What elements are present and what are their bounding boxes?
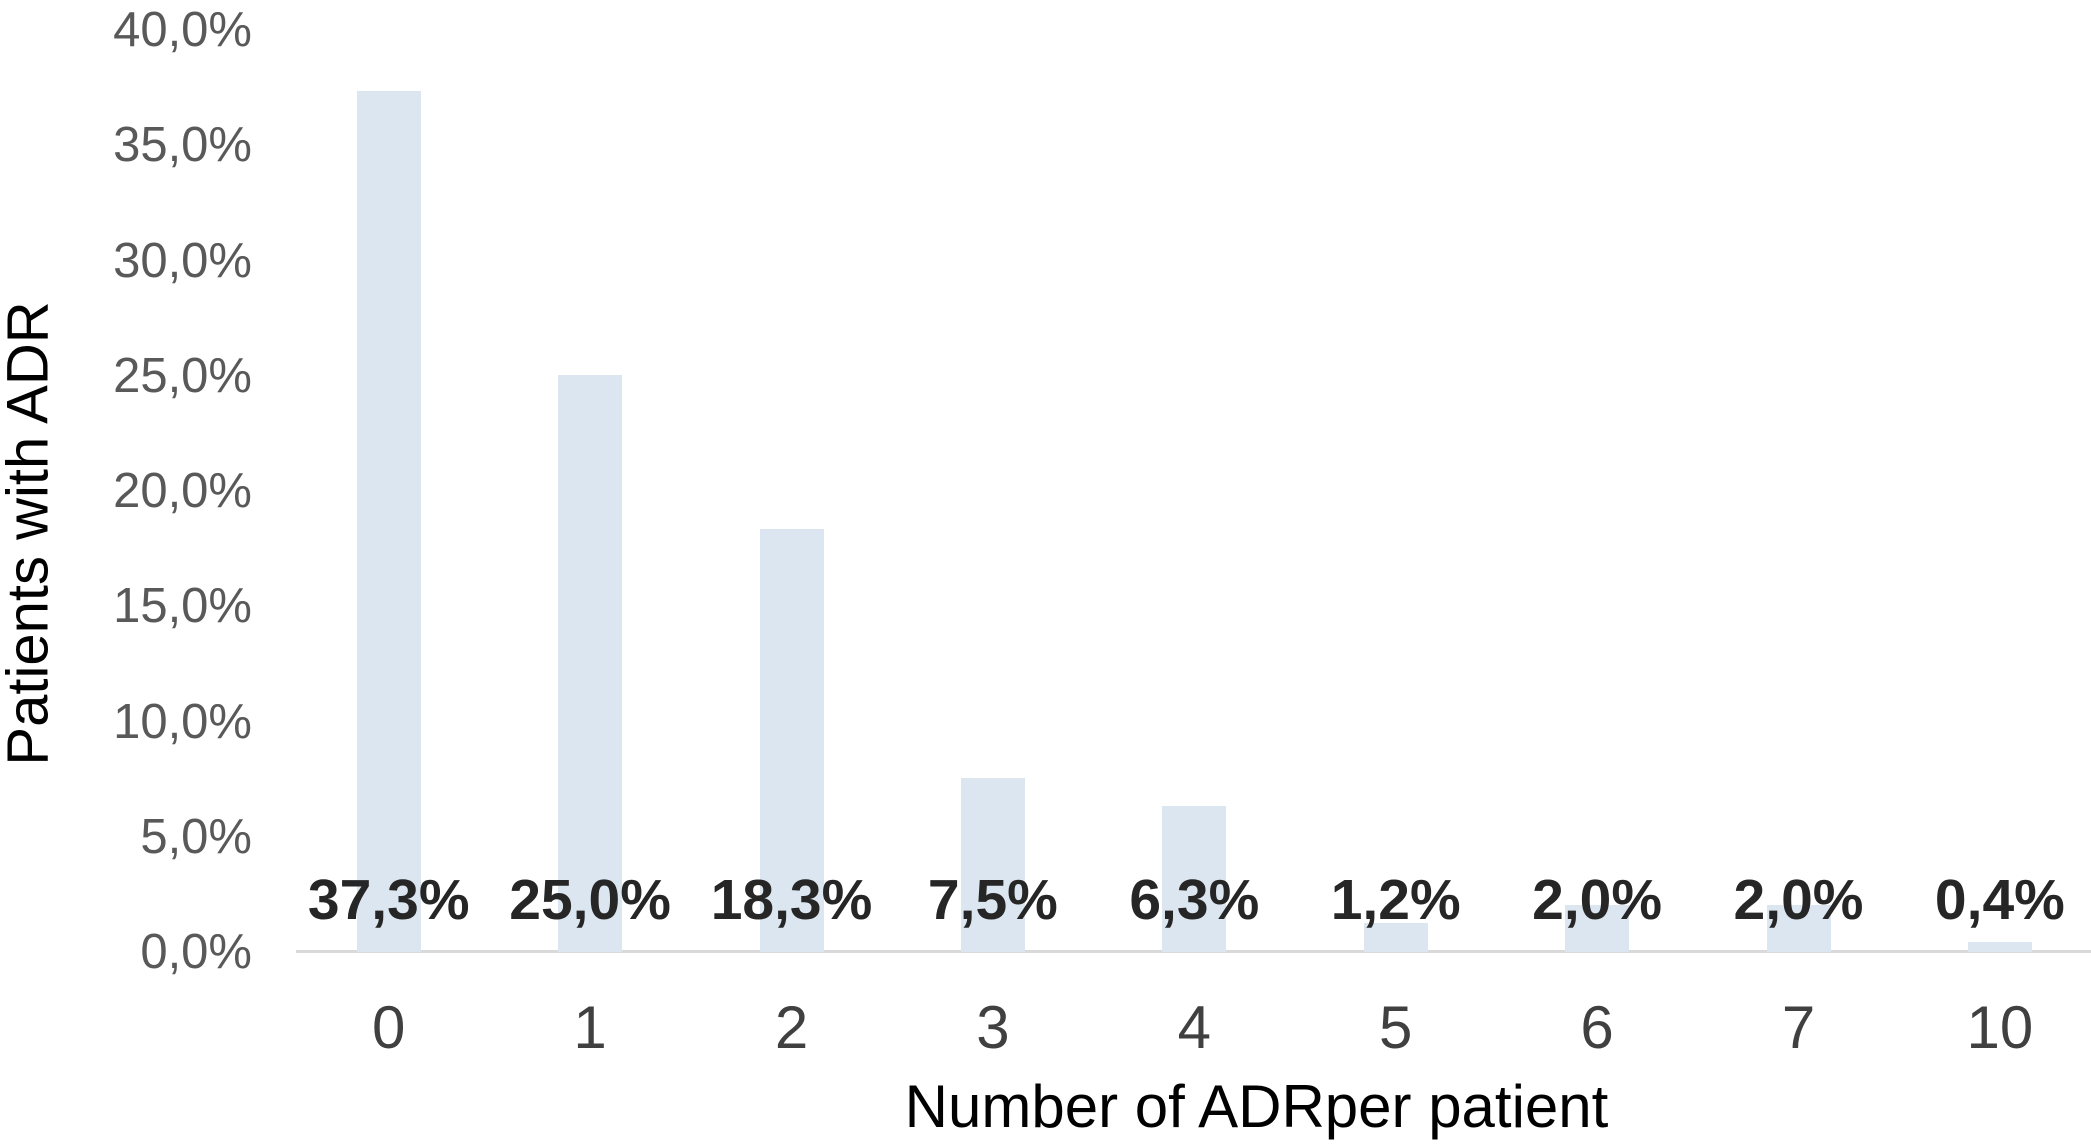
x-tick-label: 10 — [1966, 994, 2034, 1061]
x-tick-label: 0 — [372, 994, 406, 1061]
y-tick-label: 10,0% — [113, 694, 252, 749]
bar — [558, 375, 622, 952]
x-tick-label: 4 — [1177, 994, 1211, 1061]
bar-value-label: 2,0% — [1532, 868, 1663, 932]
y-tick-label: 25,0% — [113, 348, 252, 403]
y-tick-label: 35,0% — [113, 118, 252, 173]
bar — [1968, 942, 2032, 952]
bar — [961, 778, 1025, 952]
bar — [1767, 905, 1831, 952]
bar-value-label: 7,5% — [927, 868, 1058, 932]
x-tick-label: 2 — [774, 994, 809, 1061]
y-tick-label: 40,0% — [113, 3, 252, 57]
x-tick-label: 5 — [1379, 994, 1413, 1061]
x-axis-title: Number of ADRper patient — [904, 1073, 1609, 1140]
y-tick-label: 30,0% — [113, 233, 252, 288]
bar — [1364, 923, 1428, 952]
bar — [1162, 806, 1226, 952]
bar — [760, 529, 824, 952]
x-tick-label: 1 — [573, 994, 607, 1061]
bar-value-label: 0,4% — [1934, 868, 2065, 932]
x-tick-label: 7 — [1781, 994, 1816, 1061]
bar-value-label: 6,3% — [1129, 868, 1260, 932]
y-tick-label: 0,0% — [140, 925, 252, 979]
x-tick-label: 6 — [1580, 994, 1614, 1061]
y-tick-label: 20,0% — [113, 464, 252, 518]
bar-value-label: 37,3% — [307, 868, 470, 932]
bar-value-label: 25,0% — [509, 868, 671, 932]
y-tick-label: 15,0% — [113, 579, 252, 634]
y-axis-tick-labels: 0,0% 5,0% 10,0% 15,0% 20,0% 25,0% 30,0% 35,0% 40… — [0, 0, 252, 1147]
bar-value-label: 1,2% — [1330, 868, 1461, 932]
bar — [357, 91, 421, 952]
y-tick-label: 5,0% — [140, 809, 252, 864]
bar-value-label: 2,0% — [1733, 868, 1864, 932]
bar-value-label: 18,3% — [710, 868, 873, 932]
bar — [1565, 905, 1629, 952]
x-tick-label: 3 — [976, 994, 1010, 1061]
